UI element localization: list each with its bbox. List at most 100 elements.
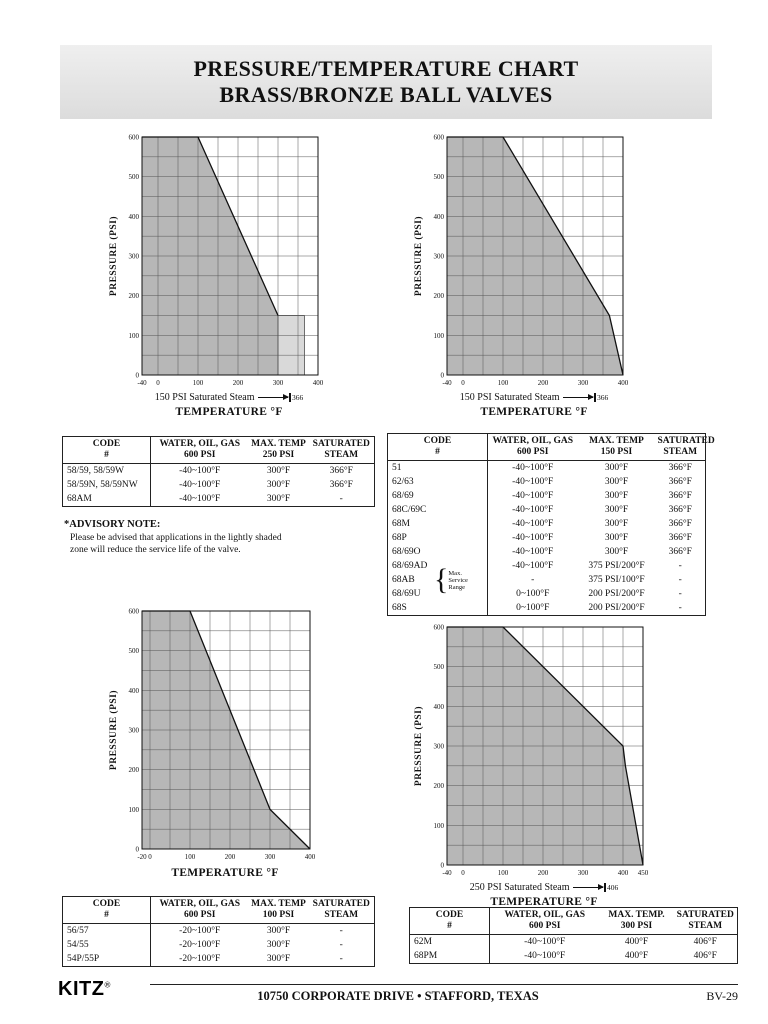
- y-tick-label: 600: [129, 134, 140, 142]
- x-tick-label: 100: [185, 853, 196, 861]
- table-cell: 200 PSI/200°F: [588, 588, 645, 599]
- table-bottom-left: CODE # WATER, OIL, GAS 600 PSI MAX. TEMP 100 …: [62, 896, 375, 967]
- y-tick-label: 100: [434, 822, 445, 830]
- x-tick-label: 100: [498, 379, 509, 387]
- y-tick-label: 400: [129, 687, 140, 695]
- table-cell: -: [339, 953, 343, 964]
- y-tick-label: 600: [434, 134, 445, 142]
- y-tick-label: 300: [434, 253, 445, 261]
- x-tick-label: 450: [638, 869, 649, 877]
- table-cell: 68P: [387, 531, 488, 545]
- plot-border: [141, 610, 311, 850]
- chart-bottom-right: -40 0 100 200 300 400 450 0 100 200 300 400 500 600 PR…: [411, 621, 649, 909]
- limit-bar-icon: [604, 883, 606, 892]
- column-header: CODE #: [62, 896, 151, 924]
- table-row: 62/63 -40~100°F 300°F 366°F: [387, 475, 706, 489]
- column-header: CODE #: [387, 433, 488, 461]
- table-bottom-right: CODE # WATER, OIL, GAS 600 PSI MAX. TEMP. 300…: [409, 907, 738, 964]
- x-tick-label: 400: [305, 853, 316, 861]
- table-cell: -40~100°F: [512, 560, 554, 571]
- table-cell: 300°F: [604, 462, 629, 473]
- table-cell: -: [678, 602, 682, 613]
- table-cell: 300°F: [266, 925, 291, 936]
- advisory-heading: *ADVISORY NOTE:: [64, 519, 161, 530]
- table-row: 58/59, 58/59W -40~100°F 300°F 366°F: [62, 463, 375, 478]
- table-cell: -20~100°F: [179, 939, 221, 950]
- pt-chart-svg: -40 0 100 200 300 4000100200300400500600PRESS…: [108, 134, 324, 388]
- y-tick-label: 0: [136, 846, 140, 854]
- x-tick-label: 200: [538, 379, 549, 387]
- table-cell: 300°F: [604, 490, 629, 501]
- limit-bar-icon: [289, 393, 291, 402]
- table-cell: -: [678, 560, 682, 571]
- y-tick-label: 400: [129, 213, 140, 221]
- table-cell: 300°F: [604, 504, 629, 515]
- y-tick-label: 0: [136, 372, 140, 380]
- table-row: 62M -40~100°F 400°F 406°F: [409, 934, 738, 949]
- steam-caption-text: 250 PSI Saturated Steam: [469, 882, 570, 893]
- table-cell: 68PM: [409, 949, 490, 964]
- y-tick-label: 100: [434, 332, 445, 340]
- table-cell: -40~100°F: [524, 950, 566, 961]
- column-header: CODE #: [62, 436, 151, 464]
- y-tick-label: 200: [434, 292, 445, 300]
- table-cell: 366°F: [668, 462, 692, 473]
- footer-address: 10750 CORPORATE DRIVE • STAFFORD, TEXAS: [257, 989, 539, 1003]
- x-axis-label: TEMPERATURE °F: [480, 406, 588, 418]
- table-cell: -20~100°F: [179, 953, 221, 964]
- table-row: 58/59N, 58/59NW -40~100°F 300°F 366°F: [62, 478, 375, 492]
- table-cell: -40~100°F: [524, 936, 566, 947]
- x-axis-label: TEMPERATURE °F: [175, 406, 283, 418]
- advisory-note: *ADVISORY NOTE: Please be advised that a…: [64, 519, 374, 556]
- table-cell: 366°F: [668, 504, 692, 515]
- y-axis-label: PRESSURE (PSI): [108, 216, 119, 296]
- x-tick-label: 0: [156, 379, 160, 387]
- table-cell: 56/57: [62, 923, 151, 938]
- x-tick-label: 300: [578, 869, 589, 877]
- page-footer: KITZ® 10750 CORPORATE DRIVE • STAFFORD, …: [58, 978, 738, 1018]
- plot-border: [141, 136, 319, 376]
- table-row: 68M -40~100°F 300°F 366°F: [387, 517, 706, 531]
- table-row: 68AB{Max. Service Range - 375 PSI/100°F -: [387, 565, 706, 595]
- table-cell: 375 PSI/200°F: [588, 560, 645, 571]
- table-cell: -40~100°F: [179, 465, 221, 476]
- plot-border: [446, 626, 644, 866]
- table-cell: 68/69O: [387, 545, 488, 559]
- arrow-right-icon: [258, 394, 290, 400]
- table-cell: 375 PSI/100°F: [588, 574, 645, 585]
- kitz-logo: KITZ®: [58, 978, 111, 1001]
- table-cell: -40~100°F: [512, 532, 554, 543]
- column-header: SATURATED STEAM: [308, 896, 375, 924]
- x-tick-label: 100: [498, 869, 509, 877]
- x-tick-label: 400: [313, 379, 324, 387]
- page-title: PRESSURE/TEMPERATURE CHART: [193, 56, 579, 81]
- pt-chart-svg: -40 0 100 200 300 400 4500100200300400500600PR…: [413, 624, 649, 878]
- x-tick-label: 200: [233, 379, 244, 387]
- registered-mark: ®: [104, 980, 111, 990]
- y-tick-label: 300: [129, 253, 140, 261]
- page-number: BV-29: [706, 989, 738, 1003]
- y-tick-label: 300: [129, 727, 140, 735]
- steam-limit-value: 406: [606, 883, 619, 892]
- y-tick-label: 400: [434, 213, 445, 221]
- table-cell: 406°F: [693, 950, 717, 961]
- y-tick-label: 500: [434, 663, 445, 671]
- y-tick-label: 500: [129, 173, 140, 181]
- x-tick-label: 400: [618, 869, 629, 877]
- steam-caption: 250 PSI Saturated Steam 406: [411, 882, 649, 893]
- pt-chart-svg: -20 0 100 200 300 400 0 100 200 300 400 500 600 PRESS…: [108, 608, 316, 862]
- table-cell: 68/69U: [387, 587, 488, 601]
- steam-caption: 150 PSI Saturated Steam 366: [411, 392, 629, 403]
- column-header: MAX. TEMP 100 PSI: [248, 896, 309, 924]
- y-tick-label: 400: [434, 703, 445, 711]
- x-axis-label: TEMPERATURE °F: [171, 867, 279, 879]
- table-cell: 68/69AD: [387, 559, 488, 573]
- arrow-right-icon: [573, 884, 605, 890]
- column-header: MAX. TEMP 250 PSI: [248, 436, 309, 464]
- table-row: 68AM -40~100°F 300°F -: [62, 492, 375, 507]
- table-51-68: CODE # WATER, OIL, GAS 600 PSI MAX. TEMP 150 …: [387, 433, 715, 616]
- column-header: WATER, OIL, GAS 600 PSI: [150, 896, 249, 924]
- table-cell: -: [678, 588, 682, 599]
- table-row: 56/57 -20~100°F 300°F -: [62, 923, 375, 938]
- table-cell: 200 PSI/200°F: [588, 602, 645, 613]
